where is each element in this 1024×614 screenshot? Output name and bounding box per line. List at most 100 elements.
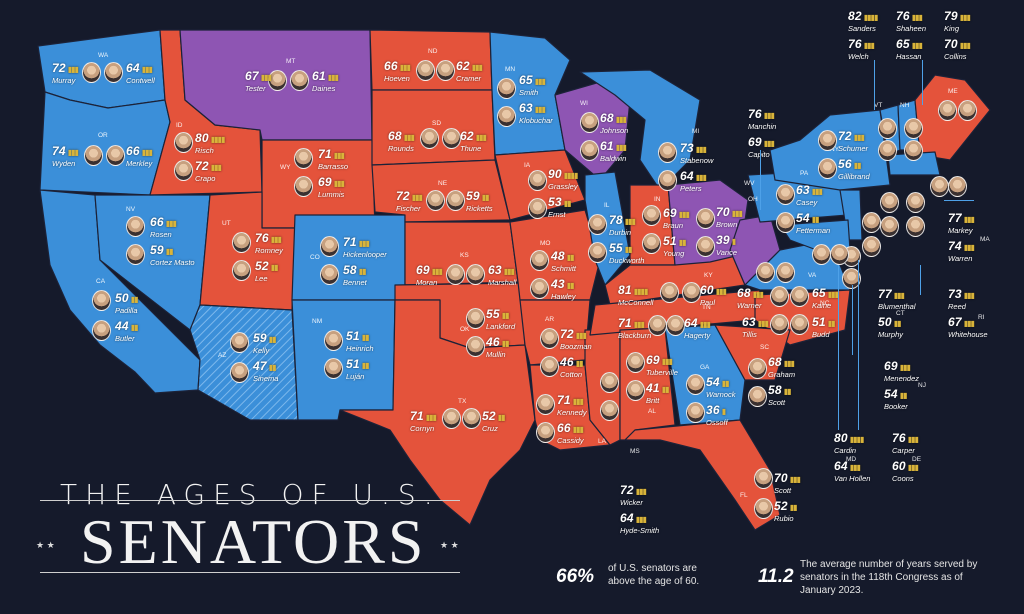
senator-age: 76 — [748, 107, 762, 121]
senator-age: 50 — [878, 315, 892, 329]
age-bars-icon: ▮▮▮ — [333, 151, 345, 160]
senator-label: 39 ▮ Vance — [716, 232, 737, 257]
senator-name: Cramer — [456, 74, 482, 83]
senator-age: 77 — [948, 211, 962, 225]
senator-age: 51 — [663, 234, 677, 248]
senator-name: Peters — [680, 184, 702, 193]
senator-name: Capito — [748, 150, 770, 159]
age-bars-icon: ▮▮▮ — [615, 143, 627, 152]
senator-age: 69 — [884, 359, 898, 373]
state-abbr: NV — [126, 206, 136, 213]
state-abbr: VT — [874, 102, 883, 109]
age-bars-icon: ▮ — [731, 237, 737, 246]
senator-label: 82 ▮▮▮▮ Sanders — [848, 8, 878, 33]
senator-label: 51 ▮▮ Young — [663, 233, 687, 258]
age-bars-icon: ▮▮▮ — [572, 397, 584, 406]
senator-name: Cortez Masto — [150, 258, 195, 267]
title-line1: THE AGES OF U.S. — [60, 478, 441, 511]
senator-name: Risch — [195, 146, 214, 155]
senator-age: 74 — [948, 239, 962, 253]
state-ga — [664, 324, 746, 426]
senator-age: 54 — [796, 211, 810, 225]
senator-photo — [818, 158, 837, 179]
senator-age: 65 — [812, 286, 826, 300]
senator-name: Van Hollen — [834, 474, 871, 483]
senator-name: Welch — [848, 52, 869, 61]
senator-name: Wyden — [52, 159, 76, 168]
state-abbr: WA — [98, 52, 109, 59]
senator-name: Hassan — [896, 52, 922, 61]
senator-age: 72 — [838, 129, 852, 143]
age-bars-icon: ▮▮▮ — [661, 357, 673, 366]
senator-age: 63 — [742, 315, 756, 329]
senator-label: 41 ▮▮ Britt — [646, 380, 670, 405]
senator-name: Vance — [716, 248, 737, 257]
senator-photo — [880, 192, 899, 213]
state-sc — [714, 324, 791, 381]
stat-text-1: of U.S. senators are above the age of 60… — [608, 563, 700, 587]
pointer-line — [920, 265, 921, 295]
pointer-line — [852, 285, 853, 355]
age-bars-icon: ▮▮ — [893, 319, 902, 328]
senator-name: Schumer — [838, 144, 869, 153]
age-bars-icon: ▮▮▮ — [789, 475, 801, 484]
senator-photo — [268, 70, 287, 91]
age-bars-icon: ▮▮▮ — [695, 173, 707, 182]
state-abbr: IA — [524, 162, 531, 169]
state-abbr: DE — [912, 456, 922, 463]
senator-label: 65 ▮▮▮ Smith — [519, 72, 546, 97]
senator-age: 72 — [195, 159, 209, 173]
senator-photo — [324, 358, 343, 379]
senator-name: Grassley — [548, 182, 578, 191]
senator-age: 62 — [460, 129, 474, 143]
senator-name: Casey — [796, 198, 818, 207]
senator-photo — [666, 315, 685, 336]
state-abbr: MO — [540, 240, 551, 247]
state-abbr: CA — [96, 278, 106, 285]
senator-label: 73 ▮▮▮ Stabenow — [680, 140, 713, 165]
senator-name: Cotton — [560, 370, 583, 379]
senator-photo — [580, 112, 599, 133]
senator-label: 71 ▮▮▮ Cornyn — [410, 408, 437, 433]
senator-name: Fetterman — [796, 226, 831, 235]
senator-label: 81 ▮▮▮▮ McConnell — [618, 282, 653, 307]
senator-photo — [536, 422, 555, 443]
age-bars-icon: ▮▮ — [811, 215, 820, 224]
senator-name: Cassidy — [557, 436, 584, 445]
senator-age: 43 — [551, 277, 565, 291]
senator-name: King — [944, 24, 960, 33]
age-bars-icon: ▮▮▮ — [411, 193, 423, 202]
senator-name: Manchin — [748, 122, 777, 131]
age-bars-icon: ▮▮▮ — [358, 239, 370, 248]
senator-label: 76 ▮▮▮ Welch — [848, 36, 875, 61]
age-bars-icon: ▮▮▮ — [635, 515, 647, 524]
senator-age: 64 — [620, 511, 634, 525]
age-bars-icon: ▮▮ — [566, 253, 575, 262]
senator-photo — [790, 286, 809, 307]
senator-age: 73 — [680, 141, 694, 155]
age-bars-icon: ▮▮▮ — [399, 63, 411, 72]
star-icon: ★ ★ — [440, 540, 459, 550]
senator-photo — [232, 260, 251, 281]
state-abbr: CO — [310, 254, 320, 261]
senator-name: McConnell — [618, 298, 654, 307]
senator-photo — [230, 362, 249, 383]
age-bars-icon: ▮▮ — [827, 319, 836, 328]
senator-photo — [696, 236, 715, 257]
senator-age: 46 — [486, 335, 500, 349]
senator-label: 64 ▮▮▮ Hyde-Smith — [620, 510, 659, 535]
age-bars-icon: ▮▮▮ — [715, 287, 727, 296]
age-bars-icon: ▮▮ — [575, 359, 584, 368]
senator-age: 71 — [318, 147, 332, 161]
age-bars-icon: ▮▮▮ — [633, 320, 645, 329]
state-abbr: PA — [800, 170, 809, 177]
age-bars-icon: ▮▮▮ — [534, 77, 546, 86]
senator-photo — [878, 118, 897, 139]
senator-name: Murphy — [878, 330, 904, 339]
senator-age: 69 — [646, 353, 660, 367]
age-bars-icon: ▮▮▮ — [67, 148, 79, 157]
state-abbr: LA — [598, 438, 606, 445]
senator-name: Barrasso — [318, 162, 349, 171]
age-bars-icon: ▮▮▮ — [475, 133, 487, 142]
senator-photo — [862, 236, 881, 257]
